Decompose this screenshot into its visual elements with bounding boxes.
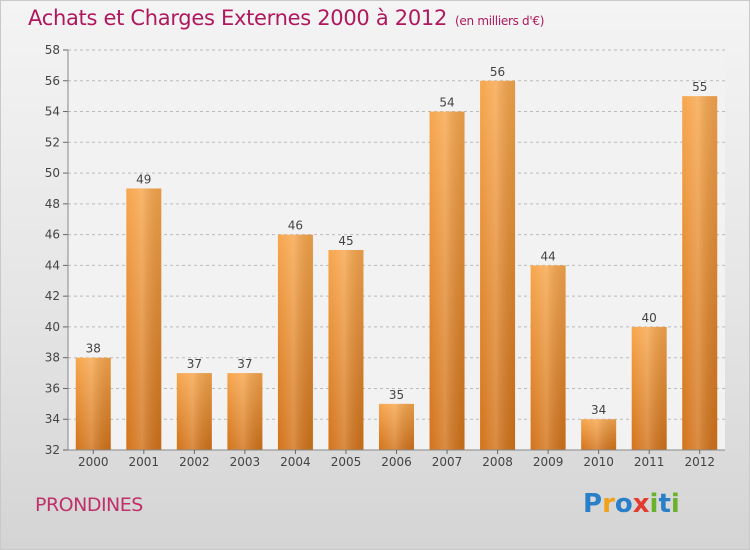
y-tick-label: 48 [45, 197, 60, 211]
y-tick-label: 54 [45, 105, 60, 119]
data-label: 54 [439, 96, 454, 110]
y-tick-label: 42 [45, 289, 60, 303]
data-label: 40 [642, 311, 657, 325]
commune-name: PRONDINES [35, 494, 143, 516]
logo-letter: i [649, 489, 659, 519]
y-tick-label: 40 [45, 320, 60, 334]
y-tick-label: 56 [45, 74, 60, 88]
data-label: 46 [288, 219, 303, 233]
logo-letter: P [583, 489, 603, 519]
data-label: 37 [237, 357, 252, 371]
x-tick-label: 2007 [432, 455, 463, 469]
bar-shine [176, 373, 212, 450]
data-labels: 38 49 37 37 46 45 35 54 56 44 34 40 55 [86, 65, 708, 417]
bars [75, 80, 718, 451]
chart-title: Achats et Charges Externes 2000 à 2012 (e… [28, 6, 544, 30]
x-tick-label: 2009 [533, 455, 564, 469]
data-label: 49 [136, 172, 151, 186]
logo-letter: o [614, 489, 633, 519]
data-label: 38 [86, 342, 101, 356]
x-tick-label: 2003 [230, 455, 261, 469]
bar-shine [631, 326, 667, 450]
bar-shine [530, 265, 566, 450]
logo-letter: i [670, 489, 680, 519]
y-tick-label: 52 [45, 135, 60, 149]
x-tick-label: 2005 [331, 455, 362, 469]
x-tick-label: 2008 [482, 455, 513, 469]
bar-shine [682, 96, 718, 451]
proxiti-logo: Proxiti [583, 489, 680, 519]
logo-letter: r [602, 489, 615, 519]
y-tick-label: 46 [45, 228, 60, 242]
x-tick-label: 2006 [381, 455, 412, 469]
data-label: 35 [389, 388, 404, 402]
data-label: 45 [338, 234, 353, 248]
x-tick-label: 2012 [684, 455, 715, 469]
axes: 32 34 36 38 40 42 44 46 48 50 52 54 56 58 2000 2001 2002… [45, 43, 725, 469]
data-label: 44 [540, 249, 555, 263]
x-tick-label: 2004 [280, 455, 311, 469]
x-tick-label: 2002 [179, 455, 210, 469]
chart-title-text: Achats et Charges Externes 2000 à 2012 [28, 6, 448, 30]
bar-shine [277, 234, 313, 450]
bar-shine [379, 403, 414, 450]
bar-shine [581, 419, 617, 450]
bar-shine [75, 357, 111, 450]
bar-shine [429, 111, 465, 451]
y-tick-label: 32 [45, 443, 60, 457]
y-tick-label: 34 [45, 412, 60, 426]
y-tick-label: 50 [45, 166, 60, 180]
y-tick-label: 38 [45, 351, 60, 365]
logo-letter: t [658, 489, 671, 519]
x-tick-label: 2001 [129, 455, 160, 469]
bar-shine [227, 373, 263, 450]
data-label: 55 [692, 80, 707, 94]
x-tick-label: 2010 [583, 455, 614, 469]
chart-unit: (en milliers d'€) [455, 14, 545, 28]
y-tick-label: 58 [45, 43, 60, 57]
x-tick-label: 2000 [78, 455, 109, 469]
data-label: 56 [490, 65, 505, 79]
bar-shine [328, 250, 364, 450]
bar-shine [480, 80, 516, 451]
x-tick-label: 2011 [634, 455, 665, 469]
logo-letter: x [632, 489, 650, 519]
bar-shine [126, 188, 162, 450]
data-label: 34 [591, 403, 606, 417]
y-tick-label: 36 [45, 381, 60, 395]
data-label: 37 [187, 357, 202, 371]
y-tick-label: 44 [45, 258, 60, 272]
